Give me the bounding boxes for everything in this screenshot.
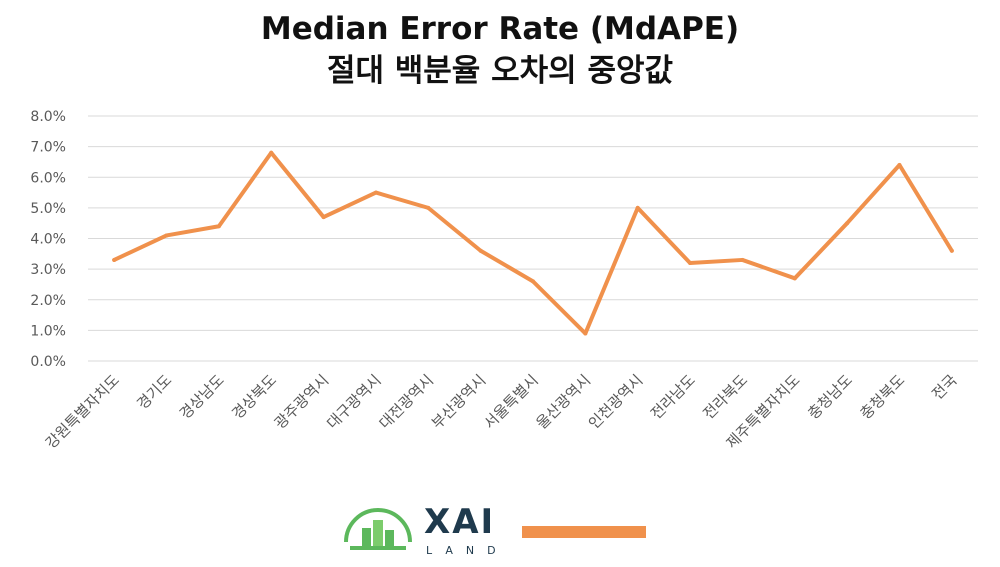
data-point: [373, 190, 378, 195]
data-point: [949, 248, 954, 253]
y-tick-label: 0.0%: [30, 354, 66, 370]
x-axis-ticks: 강원특별자치도 경기도 경상남도 경상북도광주광역시대구광역시대전광역시부산광역시서울…: [42, 371, 961, 452]
data-point: [845, 221, 850, 226]
x-tick-label: 경기도: [133, 371, 175, 413]
x-tick-label: 전라북도: [699, 371, 751, 423]
y-tick-label: 6.0%: [30, 170, 66, 186]
x-tick-label: 충청남도: [804, 371, 856, 423]
data-point: [688, 261, 693, 265]
chart-subtitle: 절대 백분율 오차의 중앙값: [326, 53, 674, 89]
series-line: [112, 150, 954, 336]
data-point: [164, 233, 169, 238]
data-point: [740, 257, 745, 262]
chart-title-block: Median Error Rate (MdAPE) 절대 백분율 오차의 중앙값: [0, 8, 1000, 92]
x-tick-label: 대구광역시: [323, 371, 385, 433]
building-arc-icon: [344, 508, 412, 550]
data-point: [269, 150, 274, 155]
x-tick-label: 충청북도: [857, 371, 909, 423]
x-tick-label: 전국: [928, 371, 960, 403]
data-point: [897, 163, 902, 167]
y-tick-label: 8.0%: [30, 109, 66, 125]
data-point: [426, 205, 431, 210]
data-point: [216, 224, 221, 229]
x-tick-label: 서울특별시: [480, 371, 542, 433]
logo-sub: LAND: [426, 544, 509, 557]
x-tick-label: 인천광역시: [585, 371, 647, 433]
data-point: [792, 276, 797, 281]
data-point: [635, 205, 640, 210]
y-tick-label: 2.0%: [30, 293, 66, 309]
data-point: [321, 215, 326, 220]
x-tick-label: 광주광역시: [271, 371, 333, 433]
y-tick-label: 1.0%: [30, 323, 66, 339]
logo-name: XAI: [424, 502, 496, 542]
y-axis-ticks: 0.0% 1.0% 2.0% 3.0% 4.0% 5.0% 6.0% 7.0% 8.0%: [30, 109, 66, 370]
series-layer: [112, 150, 954, 336]
x-tick-label: 부산광역시: [428, 371, 490, 433]
data-point: [478, 248, 483, 253]
data-point: [583, 331, 588, 336]
xai-land-logo: XAI LAND: [340, 500, 510, 560]
y-tick-label: 4.0%: [30, 232, 66, 248]
x-tick-label: 대전광역시: [376, 371, 438, 433]
data-point: [531, 279, 535, 284]
grid-layer: [88, 115, 978, 362]
x-tick-label: 강원특별자치도: [42, 371, 123, 452]
x-tick-label: 울산광역시: [533, 371, 595, 433]
x-tick-label: 경상남도: [176, 371, 228, 423]
y-tick-label: 5.0%: [30, 201, 66, 217]
x-tick-label: 경상북도: [228, 371, 280, 423]
y-tick-label: 3.0%: [30, 262, 66, 278]
y-tick-label: 7.0%: [30, 140, 66, 156]
data-point: [112, 257, 117, 262]
chart-title: Median Error Rate (MdAPE): [260, 11, 740, 47]
x-tick-label: 전라남도: [647, 371, 699, 423]
